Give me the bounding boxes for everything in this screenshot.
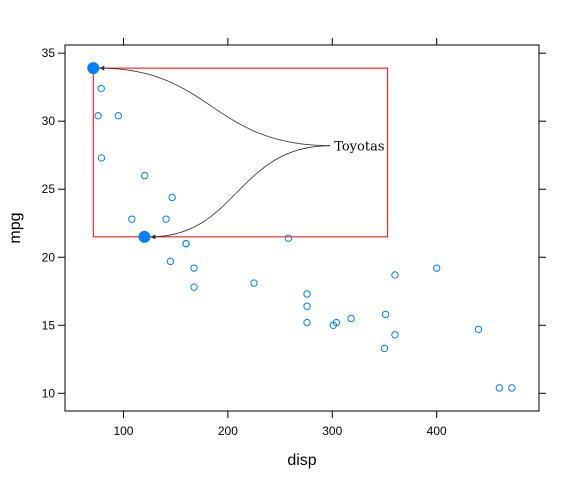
highlighted-point — [138, 230, 151, 243]
data-point — [284, 234, 293, 242]
data-point — [97, 154, 106, 162]
data-point — [432, 264, 441, 272]
x-axis-title: disp — [287, 452, 316, 469]
data-point — [329, 321, 338, 329]
y-tick-label: 35 — [42, 46, 56, 60]
highlighted-point — [87, 62, 100, 75]
data-point — [97, 84, 105, 93]
x-tick-label: 200 — [218, 424, 238, 438]
data-point — [495, 384, 504, 392]
data-point — [250, 279, 258, 287]
data-point — [380, 344, 389, 353]
data-point — [190, 264, 198, 272]
annotation-rect — [92, 67, 389, 238]
data-point — [381, 310, 390, 319]
data-point — [128, 215, 136, 223]
data-point — [166, 257, 175, 266]
data-point — [508, 384, 516, 392]
annotation-arrowhead — [99, 65, 105, 71]
data-point — [347, 314, 355, 323]
y-tick-label: 10 — [42, 386, 56, 400]
plot-border — [64, 44, 540, 412]
annotation-curve — [99, 67, 331, 147]
annotation-arrowhead — [150, 234, 156, 240]
data-point — [190, 283, 198, 291]
y-tick-label: 30 — [42, 114, 56, 128]
y-tick-label: 20 — [42, 250, 56, 264]
x-tick-label: 400 — [427, 424, 447, 438]
data-points — [89, 64, 516, 392]
y-tick-label: 15 — [42, 318, 56, 332]
data-point — [303, 302, 311, 310]
x-tick-label: 100 — [113, 424, 133, 438]
annotation-label: Toyotas — [334, 140, 384, 155]
annotation-box — [92, 67, 389, 238]
data-point — [162, 215, 170, 223]
data-point — [140, 171, 149, 180]
annotation-curve — [150, 145, 331, 238]
data-point — [391, 271, 399, 279]
data-point — [303, 290, 311, 298]
data-point — [94, 112, 102, 120]
data-point — [391, 331, 399, 339]
x-tick-label: 300 — [322, 424, 342, 438]
plot-frame — [64, 44, 540, 412]
y-axis: 10 15 20 25 30 35 — [42, 46, 546, 400]
highlighted-points — [87, 62, 151, 243]
x-axis: 100 200 300 400 — [113, 38, 447, 438]
data-point — [474, 325, 483, 334]
annotation-curves — [99, 65, 331, 240]
data-point — [303, 318, 311, 327]
y-axis-title: mpg — [7, 212, 24, 243]
data-point — [168, 193, 176, 202]
data-point — [182, 239, 190, 248]
y-tick-label: 25 — [42, 182, 56, 196]
data-point — [114, 112, 123, 120]
